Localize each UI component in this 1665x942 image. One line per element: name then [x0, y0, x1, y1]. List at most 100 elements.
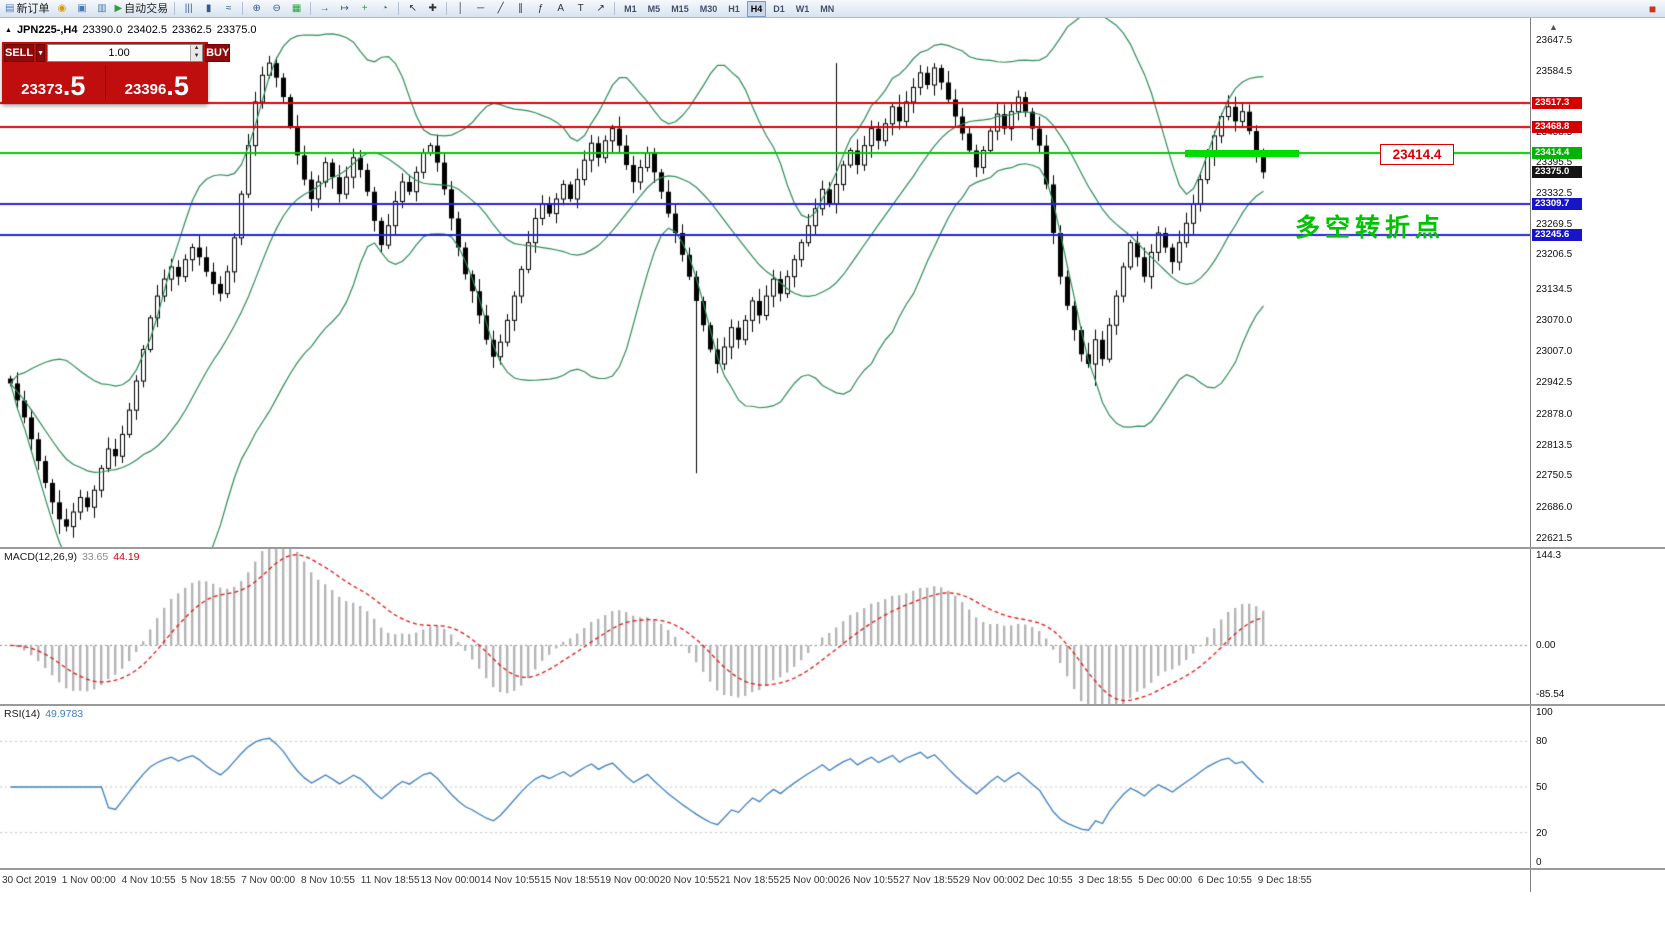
- arrows-icon: ↗: [596, 2, 605, 14]
- volume-down-button[interactable]: ▼: [193, 53, 200, 59]
- chart-shift-icon[interactable]: ↦: [335, 1, 354, 17]
- rsi-value: 49.9783: [45, 708, 84, 720]
- price-axis-badge: 23309.7: [1532, 198, 1582, 211]
- symbol-marker-icon: ▲: [5, 26, 12, 34]
- zoom-out-icon[interactable]: ⊖: [267, 1, 286, 17]
- buy-button[interactable]: BUY: [205, 44, 231, 62]
- price-axis-label: 22878.0: [1536, 408, 1573, 420]
- sound-alert-icon[interactable]: ◉: [52, 1, 71, 17]
- pivot-annotation-text[interactable]: 多空转折点: [1295, 213, 1446, 242]
- new-order-button[interactable]: ▤ 新订单: [3, 1, 51, 17]
- horizontal-line-icon[interactable]: ─: [471, 1, 490, 17]
- timeframe-button-d1[interactable]: D1: [773, 3, 785, 14]
- profiles-icon[interactable]: ▥: [92, 1, 111, 17]
- arrows-icon[interactable]: ↗: [591, 1, 610, 17]
- volume-input[interactable]: [48, 45, 191, 61]
- vertical-line-icon[interactable]: │: [451, 1, 470, 17]
- macd-axis-label: 144.3: [1536, 550, 1562, 561]
- toolbar-separator: [398, 2, 400, 15]
- auto-scroll-icon: →: [319, 2, 330, 14]
- auto-trading-button-icon: ▶: [114, 2, 123, 14]
- time-axis-label: 3 Dec 18:55: [1078, 875, 1133, 886]
- buy-price-button[interactable]: 23396 .5: [106, 62, 209, 102]
- zoom-in-icon[interactable]: ⊕: [247, 1, 266, 17]
- auto-trading-button[interactable]: ▶ 自动交易: [112, 1, 170, 17]
- toolbar: ▤ 新订单 ◉ ▣ ▥ ▶ 自动交易 ||| ▮ ≈ ⊕ ⊖ ▦ → ↦ + ◔ ↖ ✚ │ ─ ╱ ∥ ƒ A T ↗ M1 M5 M1…: [0, 0, 1665, 18]
- time-axis-label: 11 Nov 18:55: [360, 875, 420, 886]
- timeframe-button-h4[interactable]: H4: [746, 0, 767, 17]
- price-axis-label: 23007.0: [1536, 345, 1573, 357]
- timeframe-button-m15[interactable]: M15: [671, 3, 689, 14]
- time-axis-label: 6 Dec 10:55: [1198, 875, 1252, 886]
- order-type-dropdown[interactable]: ▼: [36, 44, 46, 62]
- price-axis-label: 22621.5: [1536, 533, 1573, 545]
- tile-windows-icon[interactable]: ▦: [287, 1, 306, 17]
- price-callout-label[interactable]: 23414.4: [1380, 144, 1454, 166]
- sell-button[interactable]: SELL: [4, 44, 35, 62]
- indicators-icon[interactable]: +: [355, 1, 374, 17]
- trade-panel-controls: SELL ▼ ▲ ▼ BUY: [2, 42, 231, 62]
- volume-up-button[interactable]: ▲: [193, 45, 200, 51]
- support-level-segment[interactable]: [1185, 150, 1299, 158]
- toolbar-separator: [174, 2, 176, 15]
- pane-separator[interactable]: [0, 547, 1665, 549]
- rsi-axis-label: 0: [1536, 857, 1542, 868]
- price-axis-label: 22750.5: [1536, 470, 1573, 482]
- timeframe-button-m30[interactable]: M30: [699, 3, 718, 14]
- community-icon[interactable]: ■: [1648, 1, 1657, 16]
- crosshair-icon[interactable]: ✚: [423, 1, 442, 17]
- time-axis-label: 20 Nov 10:55: [659, 875, 720, 886]
- timeframe-button-m5[interactable]: M5: [647, 3, 661, 14]
- price-axis-badge: 23468.8: [1532, 120, 1582, 133]
- text-icon[interactable]: A: [551, 1, 570, 17]
- pane-separator[interactable]: [0, 868, 1665, 870]
- rsi-axis-label: 100: [1536, 707, 1553, 718]
- timeframe-button-h1[interactable]: H1: [728, 3, 740, 14]
- ohlc-low: 23362.5: [172, 24, 212, 36]
- time-axis: 30 Oct 2019 1 Nov 00:00 4 Nov 10:55 5 Nov 1…: [0, 870, 1530, 892]
- rsi-chart-canvas[interactable]: [0, 706, 1530, 868]
- candlestick-chart-icon[interactable]: ▮: [199, 1, 218, 17]
- macd-axis-label: -85.54: [1536, 689, 1565, 700]
- period-icon[interactable]: ◔: [375, 1, 394, 17]
- bar-chart-icon[interactable]: |||: [179, 1, 198, 17]
- time-axis-label: 19 Nov 00:00: [600, 875, 660, 886]
- toolbar-separator: [242, 2, 244, 15]
- price-axis-badge: 23245.6: [1532, 229, 1582, 242]
- ohlc-high: 23402.5: [127, 24, 168, 36]
- auto-trading-button-label: 自动交易: [124, 2, 169, 15]
- time-axis-label: 30 Oct 2019: [2, 875, 57, 886]
- price-axis-label: 23647.5: [1536, 35, 1573, 47]
- line-chart-icon[interactable]: ≈: [219, 1, 238, 17]
- trendline-icon: ╱: [497, 2, 504, 14]
- zoom-out-icon: ⊖: [272, 2, 281, 14]
- channel-icon[interactable]: ∥: [511, 1, 530, 17]
- bar-chart-icon: |||: [184, 2, 193, 14]
- price-chart-canvas[interactable]: [0, 18, 1530, 547]
- chart-symbol-header: ▲ JPN225-,H4 23390.0 23402.5 23362.5 233…: [5, 24, 257, 36]
- macd-chart-canvas[interactable]: [0, 549, 1530, 704]
- time-axis-label: 5 Nov 18:55: [181, 875, 236, 886]
- trade-panel-prices: 23373 .5 23396 .5: [2, 62, 208, 102]
- timeframe-button-mn[interactable]: MN: [820, 3, 835, 14]
- pane-separator[interactable]: [0, 704, 1665, 706]
- tile-windows-icon: ▦: [291, 2, 302, 14]
- chart-window-icon[interactable]: ▣: [72, 1, 91, 17]
- timeframe-button-w1[interactable]: W1: [795, 3, 810, 14]
- sound-alert-icon: ◉: [57, 2, 67, 14]
- timeframe-button-m1[interactable]: M1: [624, 3, 637, 14]
- fibonacci-icon[interactable]: ƒ: [531, 1, 550, 17]
- auto-scroll-icon[interactable]: →: [315, 1, 334, 17]
- ohlc-open: 23390.0: [82, 24, 123, 36]
- sell-price-button[interactable]: 23373 .5: [2, 62, 105, 102]
- symbol-name: JPN225-,H4: [16, 24, 78, 36]
- scroll-up-button[interactable]: ▲: [1549, 22, 1558, 32]
- label-icon[interactable]: T: [571, 1, 590, 17]
- time-axis-label: 2 Dec 10:55: [1018, 875, 1073, 886]
- time-axis-label: 27 Nov 18:55: [899, 875, 959, 886]
- trendline-icon[interactable]: ╱: [491, 1, 510, 17]
- cursor-icon[interactable]: ↖: [403, 1, 422, 17]
- macd-signal-value: 44.19: [113, 551, 140, 563]
- price-axis-label: 23206.5: [1536, 249, 1573, 261]
